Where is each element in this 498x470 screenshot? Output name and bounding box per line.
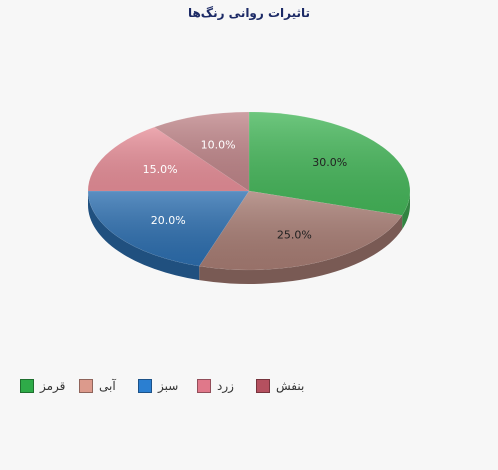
legend-item-3[interactable]: سبز bbox=[138, 378, 178, 394]
legend-item-1[interactable]: قرمز bbox=[20, 378, 65, 394]
pie-slice-side-3 bbox=[88, 191, 200, 281]
legend-label: قرمز bbox=[40, 379, 66, 393]
chart-legend: قرمز آبی سبز زرد بنفش bbox=[20, 378, 480, 398]
pie-slice-side-1 bbox=[402, 191, 410, 230]
legend-label: بنفش bbox=[276, 379, 305, 393]
legend-swatch bbox=[138, 379, 152, 393]
legend-label: سبز bbox=[158, 379, 179, 393]
pie-slice-shine-5 bbox=[154, 112, 249, 191]
legend-item-5[interactable]: بنفش bbox=[256, 378, 304, 394]
pie-chart: 30.0% 25.0% 20.0% 15.0% 10.0% bbox=[87, 111, 411, 284]
legend-item-4[interactable]: زرد bbox=[197, 378, 234, 394]
slice-value-label-2: 25.0% bbox=[277, 229, 312, 242]
chart-title: تاثیرات روانی رنگ‌ها bbox=[187, 6, 311, 20]
legend-item-2[interactable]: آبی bbox=[79, 378, 116, 394]
legend-swatch bbox=[197, 379, 211, 393]
pie-slice-shine-1 bbox=[249, 112, 411, 216]
legend-swatch bbox=[256, 379, 270, 393]
slice-value-label-1: 30.0% bbox=[312, 156, 347, 169]
pie-slice-shine-3 bbox=[88, 191, 249, 267]
slice-value-label-5: 10.0% bbox=[201, 138, 236, 151]
slice-value-label-3: 20.0% bbox=[151, 214, 186, 227]
legend-label: زرد bbox=[217, 379, 234, 393]
legend-label: آبی bbox=[99, 379, 116, 393]
pie-slice-shine-4 bbox=[88, 127, 249, 191]
slice-value-label-4: 15.0% bbox=[143, 163, 178, 176]
legend-swatch bbox=[79, 379, 93, 393]
pie-slice-shine-2 bbox=[199, 191, 403, 270]
legend-swatch bbox=[20, 379, 34, 393]
pie-slice-side-2 bbox=[199, 215, 403, 284]
